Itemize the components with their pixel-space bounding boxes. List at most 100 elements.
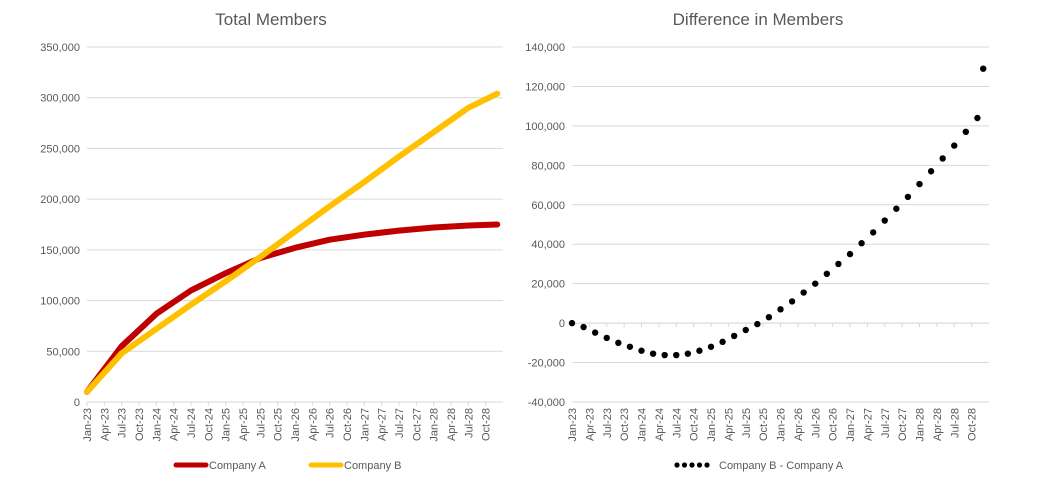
x-tick-label: Apr-25 xyxy=(723,408,735,441)
data-point xyxy=(765,313,773,321)
x-tick-label: Jan-28 xyxy=(429,408,441,442)
data-point xyxy=(800,289,807,296)
data-point xyxy=(615,339,622,347)
data-point xyxy=(927,168,935,175)
x-tick-label: Apr-24 xyxy=(654,408,666,441)
data-point xyxy=(661,351,668,359)
chart-title: Difference in Members xyxy=(673,10,844,29)
x-tick-label: Jan-25 xyxy=(706,408,718,442)
y-tick-label: 100,000 xyxy=(40,296,80,308)
x-tick-label: Oct-28 xyxy=(967,408,979,441)
x-tick-label: Jul-25 xyxy=(255,408,267,438)
y-tick-label: -40,000 xyxy=(528,397,565,409)
y-tick-label: 20,000 xyxy=(531,279,565,291)
x-tick-label: Jul-27 xyxy=(394,408,406,438)
data-point xyxy=(707,343,715,350)
legend-label: Company A xyxy=(209,460,267,472)
y-tick-label: 200,000 xyxy=(40,194,80,206)
x-tick-label: Jan-27 xyxy=(359,408,371,442)
y-tick-label: 100,000 xyxy=(525,121,565,133)
y-tick-label: 60,000 xyxy=(531,200,565,212)
x-tick-label: Apr-23 xyxy=(584,408,596,441)
x-tick-label: Jul-28 xyxy=(949,408,961,438)
y-tick-label: 140,000 xyxy=(525,42,565,54)
data-point xyxy=(858,240,865,247)
x-tick-label: Apr-26 xyxy=(307,408,319,441)
x-tick-label: Apr-23 xyxy=(99,408,111,441)
data-point xyxy=(742,326,749,334)
data-point xyxy=(951,142,958,149)
x-tick-label: Apr-24 xyxy=(169,408,181,441)
chart-difference-in-members: Difference in Members -40,000 -20,000 0 20,… xyxy=(525,0,1049,492)
data-point xyxy=(580,323,587,331)
x-tick-label: Jan-28 xyxy=(915,408,927,442)
x-tick-label: Jan-25 xyxy=(221,408,233,442)
x-tick-label: Apr-25 xyxy=(238,408,250,441)
data-point xyxy=(649,350,657,357)
data-point xyxy=(974,114,981,122)
chart-title: Total Members xyxy=(215,10,326,29)
y-tick-label: 80,000 xyxy=(531,160,565,172)
y-tick-label: 0 xyxy=(74,397,80,409)
x-tick-label: Jul-23 xyxy=(602,408,614,438)
data-point xyxy=(591,329,599,336)
data-point xyxy=(904,193,912,201)
x-tick-label: Apr-27 xyxy=(862,408,874,441)
x-tick-label: Jul-25 xyxy=(741,408,753,438)
data-point xyxy=(812,280,819,287)
x-tick-label: Jul-24 xyxy=(671,408,683,438)
series-line-company-b xyxy=(84,90,501,395)
y-tick-label: 50,000 xyxy=(46,346,80,358)
x-tick-label: Apr-28 xyxy=(446,408,458,441)
x-tick-label: Oct-26 xyxy=(828,408,840,441)
x-tick-label: Jan-27 xyxy=(845,408,857,442)
data-point xyxy=(835,260,842,268)
data-point xyxy=(673,351,680,359)
difference-chart-svg: Difference in Members -40,000 -20,000 0 20,… xyxy=(525,10,989,472)
data-point xyxy=(823,270,831,278)
data-point xyxy=(638,347,645,354)
x-tick-label: Jul-24 xyxy=(186,408,198,438)
y-tick-label: 40,000 xyxy=(531,239,565,251)
x-tick-label: Oct-23 xyxy=(619,408,631,441)
data-point xyxy=(684,350,692,357)
x-tick-label: Oct-24 xyxy=(689,408,701,441)
legend-swatch-dot xyxy=(689,462,695,468)
legend-label: Company B xyxy=(344,460,401,472)
y-tick-label: 250,000 xyxy=(40,143,80,155)
x-tick-label: Jan-24 xyxy=(151,408,163,442)
x-tick-label: Jan-26 xyxy=(290,408,302,442)
x-tick-label: Jul-26 xyxy=(325,408,337,438)
data-point xyxy=(869,229,877,236)
y-tick-label: 150,000 xyxy=(40,245,80,257)
x-tick-label: Oct-24 xyxy=(203,408,215,441)
series-line-company-a xyxy=(84,221,501,395)
x-tick-label: Apr-26 xyxy=(793,408,805,441)
data-point xyxy=(626,343,634,350)
x-tick-label: Jul-26 xyxy=(810,408,822,438)
x-tick-label: Apr-28 xyxy=(932,408,944,441)
x-tick-label: Oct-28 xyxy=(481,408,493,441)
x-tick-label: Oct-25 xyxy=(758,408,770,441)
x-tick-label: Oct-23 xyxy=(134,408,146,441)
x-tick-label: Jul-23 xyxy=(117,408,129,438)
x-tick-label: Oct-27 xyxy=(411,408,423,441)
chart-total-members: Total Members 0 50,000 100,000 150,000 200,0… xyxy=(40,10,503,472)
x-tick-label: Jan-23 xyxy=(82,408,94,442)
data-point xyxy=(754,320,761,328)
x-tick-label: Jul-27 xyxy=(880,408,892,438)
data-point xyxy=(939,155,946,162)
legend-swatch-dot xyxy=(674,462,680,468)
legend-label: Company B - Company A xyxy=(719,460,844,472)
data-point xyxy=(696,347,703,354)
data-point xyxy=(788,298,796,305)
data-point xyxy=(893,205,900,212)
x-tick-label: Apr-27 xyxy=(377,408,389,441)
y-tick-label: 120,000 xyxy=(525,81,565,93)
y-tick-label: -20,000 xyxy=(528,358,565,370)
data-point xyxy=(846,250,854,258)
x-tick-label: Oct-27 xyxy=(897,408,909,441)
data-point xyxy=(916,180,923,188)
total-members-chart-svg: Total Members 0 50,000 100,000 150,000 200,0… xyxy=(40,10,503,472)
data-point xyxy=(719,338,726,346)
